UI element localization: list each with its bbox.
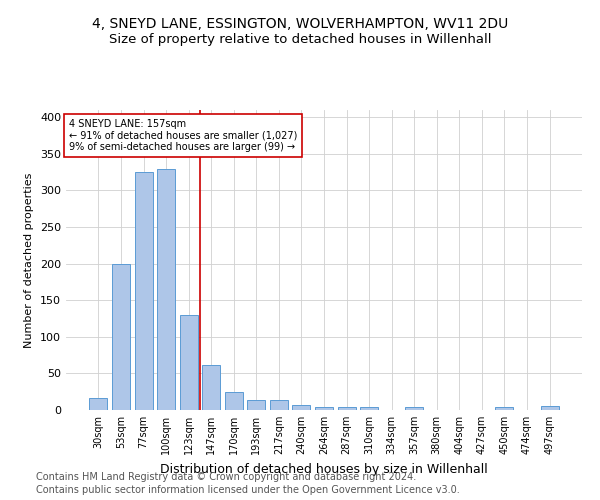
Bar xyxy=(541,406,559,410)
Bar xyxy=(89,398,107,410)
X-axis label: Distribution of detached houses by size in Willenhall: Distribution of detached houses by size … xyxy=(160,462,488,475)
Bar xyxy=(202,364,220,410)
Bar xyxy=(315,407,333,410)
Bar xyxy=(112,264,130,410)
Bar xyxy=(360,407,378,410)
Bar xyxy=(225,392,243,410)
Text: Contains public sector information licensed under the Open Government Licence v3: Contains public sector information licen… xyxy=(36,485,460,495)
Bar xyxy=(134,172,152,410)
Bar xyxy=(292,405,310,410)
Text: Contains HM Land Registry data © Crown copyright and database right 2024.: Contains HM Land Registry data © Crown c… xyxy=(36,472,416,482)
Bar xyxy=(157,168,175,410)
Y-axis label: Number of detached properties: Number of detached properties xyxy=(25,172,34,348)
Text: 4, SNEYD LANE, ESSINGTON, WOLVERHAMPTON, WV11 2DU: 4, SNEYD LANE, ESSINGTON, WOLVERHAMPTON,… xyxy=(92,18,508,32)
Bar xyxy=(247,400,265,410)
Text: 4 SNEYD LANE: 157sqm
← 91% of detached houses are smaller (1,027)
9% of semi-det: 4 SNEYD LANE: 157sqm ← 91% of detached h… xyxy=(68,119,297,152)
Bar xyxy=(338,407,356,410)
Bar xyxy=(405,407,423,410)
Bar xyxy=(496,407,514,410)
Text: Size of property relative to detached houses in Willenhall: Size of property relative to detached ho… xyxy=(109,32,491,46)
Bar xyxy=(270,400,288,410)
Bar xyxy=(179,315,198,410)
